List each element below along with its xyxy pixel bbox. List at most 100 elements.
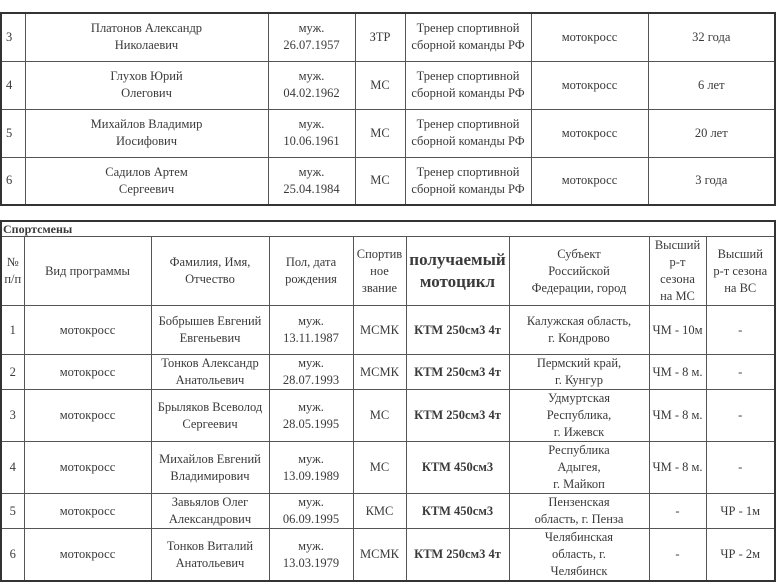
athlete-ms: ЧМ - 10м xyxy=(648,305,707,355)
athlete-rank: КМС xyxy=(352,493,407,529)
column-header: Высший р-т сезона на МС xyxy=(648,236,707,306)
section-title: Спортсмены xyxy=(0,220,776,237)
column-header: Высший р-т сезона на ВС xyxy=(705,236,776,306)
athlete-motorcycle: КТМ 250см3 4т xyxy=(405,389,510,442)
coach-name: Платонов Александр Николаевич xyxy=(24,12,269,62)
coach-row: 3 Платонов Александр Николаевич муж. 26.07… xyxy=(0,12,776,62)
athlete-region: Калужская область, г. Кондрово xyxy=(508,305,650,355)
athlete-motorcycle: КТМ 450см3 xyxy=(405,441,510,494)
coach-gender-dob: муж. 25.04.1984 xyxy=(267,156,356,206)
athlete-motorcycle: КТМ 250см3 4т xyxy=(405,354,510,390)
coach-sport: мотокросс xyxy=(530,156,649,206)
coach-rank: МС xyxy=(354,156,406,206)
coach-experience: 20 лет xyxy=(647,108,776,158)
athlete-vs: ЧР - 1м xyxy=(705,493,776,529)
athlete-program: мотокросс xyxy=(23,389,152,442)
athlete-region: Челябинская область, г. Челябинск xyxy=(508,528,650,582)
athlete-gender-dob: муж. 13.09.1989 xyxy=(268,441,354,494)
athlete-name: Михайлов Евгений Владимирович xyxy=(150,441,270,494)
athlete-gender-dob: муж. 06.09.1995 xyxy=(268,493,354,529)
athlete-no: 4 xyxy=(0,441,25,494)
column-header: Фамилия, Имя, Отчество xyxy=(150,236,270,306)
athlete-region: Республика Адыгея, г. Майкоп xyxy=(508,441,650,494)
column-header: Спортив ное звание xyxy=(352,236,407,306)
coach-no: 6 xyxy=(0,156,26,206)
athlete-name: Бобрышев Евгений Евгеньевич xyxy=(150,305,270,355)
column-header: Субъект Российской Федерации, город xyxy=(508,236,650,306)
coach-experience: 6 лет xyxy=(647,60,776,110)
coach-no: 5 xyxy=(0,108,26,158)
coach-position: Тренер спортивной сборной команды РФ xyxy=(404,108,532,158)
athlete-no: 6 xyxy=(0,528,25,582)
coach-sport: мотокросс xyxy=(530,60,649,110)
athlete-motorcycle: КТМ 450см3 xyxy=(405,493,510,529)
coach-rank: МС xyxy=(354,60,406,110)
athlete-gender-dob: муж. 28.05.1995 xyxy=(268,389,354,442)
athlete-program: мотокросс xyxy=(23,305,152,355)
coach-sport: мотокросс xyxy=(530,12,649,62)
athlete-gender-dob: муж. 13.11.1987 xyxy=(268,305,354,355)
coach-gender-dob: муж. 26.07.1957 xyxy=(267,12,356,62)
athlete-region: Пермский край, г. Кунгур xyxy=(508,354,650,390)
column-header: получаемый мотоцикл xyxy=(405,236,510,306)
athlete-rank: МС xyxy=(352,441,407,494)
coach-row: 4 Глухов Юрий Олегович муж. 04.02.1962 МС Тр… xyxy=(0,60,776,110)
column-header: Пол, дата рождения xyxy=(268,236,354,306)
athlete-rank: МСМК xyxy=(352,528,407,582)
athlete-ms: ЧМ - 8 м. xyxy=(648,354,707,390)
athlete-name: Завьялов Олег Александрович xyxy=(150,493,270,529)
coach-position: Тренер спортивной сборной команды РФ xyxy=(404,60,532,110)
athlete-motorcycle: КТМ 250см3 4т xyxy=(405,305,510,355)
coach-name: Михайлов Владимир Иосифович xyxy=(24,108,269,158)
athlete-name: Брыляков Всеволод Сергеевич xyxy=(150,389,270,442)
athlete-vs: - xyxy=(705,389,776,442)
athlete-row: 3 мотокросс Брыляков Всеволод Сергеевич муж… xyxy=(0,389,776,442)
athlete-rank: МСМК xyxy=(352,305,407,355)
coach-gender-dob: муж. 10.06.1961 xyxy=(267,108,356,158)
athlete-row: 6 мотокросс Тонков Виталий Анатольевич муж.… xyxy=(0,528,776,582)
header-row: № п/п Вид программы Фамилия, Имя, Отчество… xyxy=(0,236,776,306)
coach-row: 5 Михайлов Владимир Иосифович муж. 10.06.1… xyxy=(0,108,776,158)
athlete-no: 1 xyxy=(0,305,25,355)
athlete-row: 4 мотокросс Михайлов Евгений Владимирович м… xyxy=(0,441,776,494)
coach-gender-dob: муж. 04.02.1962 xyxy=(267,60,356,110)
coach-name: Глухов Юрий Олегович xyxy=(24,60,269,110)
athlete-no: 2 xyxy=(0,354,25,390)
coach-sport: мотокросс xyxy=(530,108,649,158)
athlete-program: мотокросс xyxy=(23,528,152,582)
athlete-row: 1 мотокросс Бобрышев Евгений Евгеньевич муж… xyxy=(0,305,776,355)
athlete-motorcycle: КТМ 250см3 4т xyxy=(405,528,510,582)
athlete-ms: - xyxy=(648,528,707,582)
coach-rank: ЗТР xyxy=(354,12,406,62)
coach-row: 6 Садилов Артем Сергеевич муж. 25.04.1984 М… xyxy=(0,156,776,206)
athletes-table: Спортсмены № п/п Вид программы Фамилия, Им… xyxy=(0,220,776,582)
athlete-vs: - xyxy=(705,441,776,494)
athlete-row: 5 мотокросс Завьялов Олег Александрович муж… xyxy=(0,493,776,529)
athlete-ms: ЧМ - 8 м. xyxy=(648,389,707,442)
coach-no: 4 xyxy=(0,60,26,110)
column-header: Вид программы xyxy=(23,236,152,306)
athlete-gender-dob: муж. 13.03.1979 xyxy=(268,528,354,582)
athlete-ms: - xyxy=(648,493,707,529)
athlete-no: 5 xyxy=(0,493,25,529)
coach-experience: 32 года xyxy=(647,12,776,62)
coach-rank: МС xyxy=(354,108,406,158)
coach-no: 3 xyxy=(0,12,26,62)
athlete-rank: МС xyxy=(352,389,407,442)
athlete-row: 2 мотокросс Тонков Александр Анатольевич му… xyxy=(0,354,776,390)
athlete-vs: - xyxy=(705,305,776,355)
athlete-program: мотокросс xyxy=(23,493,152,529)
coach-position: Тренер спортивной сборной команды РФ xyxy=(404,12,532,62)
column-header: № п/п xyxy=(0,236,25,306)
athlete-vs: - xyxy=(705,354,776,390)
athlete-ms: ЧМ - 8 м. xyxy=(648,441,707,494)
athlete-program: мотокросс xyxy=(23,441,152,494)
coach-name: Садилов Артем Сергеевич xyxy=(24,156,269,206)
athlete-region: Удмуртская Республика, г. Ижевск xyxy=(508,389,650,442)
athlete-name: Тонков Александр Анатольевич xyxy=(150,354,270,390)
coaches-table: 3 Платонов Александр Николаевич муж. 26.07… xyxy=(0,12,776,206)
athlete-program: мотокросс xyxy=(23,354,152,390)
athlete-name: Тонков Виталий Анатольевич xyxy=(150,528,270,582)
coach-position: Тренер спортивной сборной команды РФ xyxy=(404,156,532,206)
coach-experience: 3 года xyxy=(647,156,776,206)
